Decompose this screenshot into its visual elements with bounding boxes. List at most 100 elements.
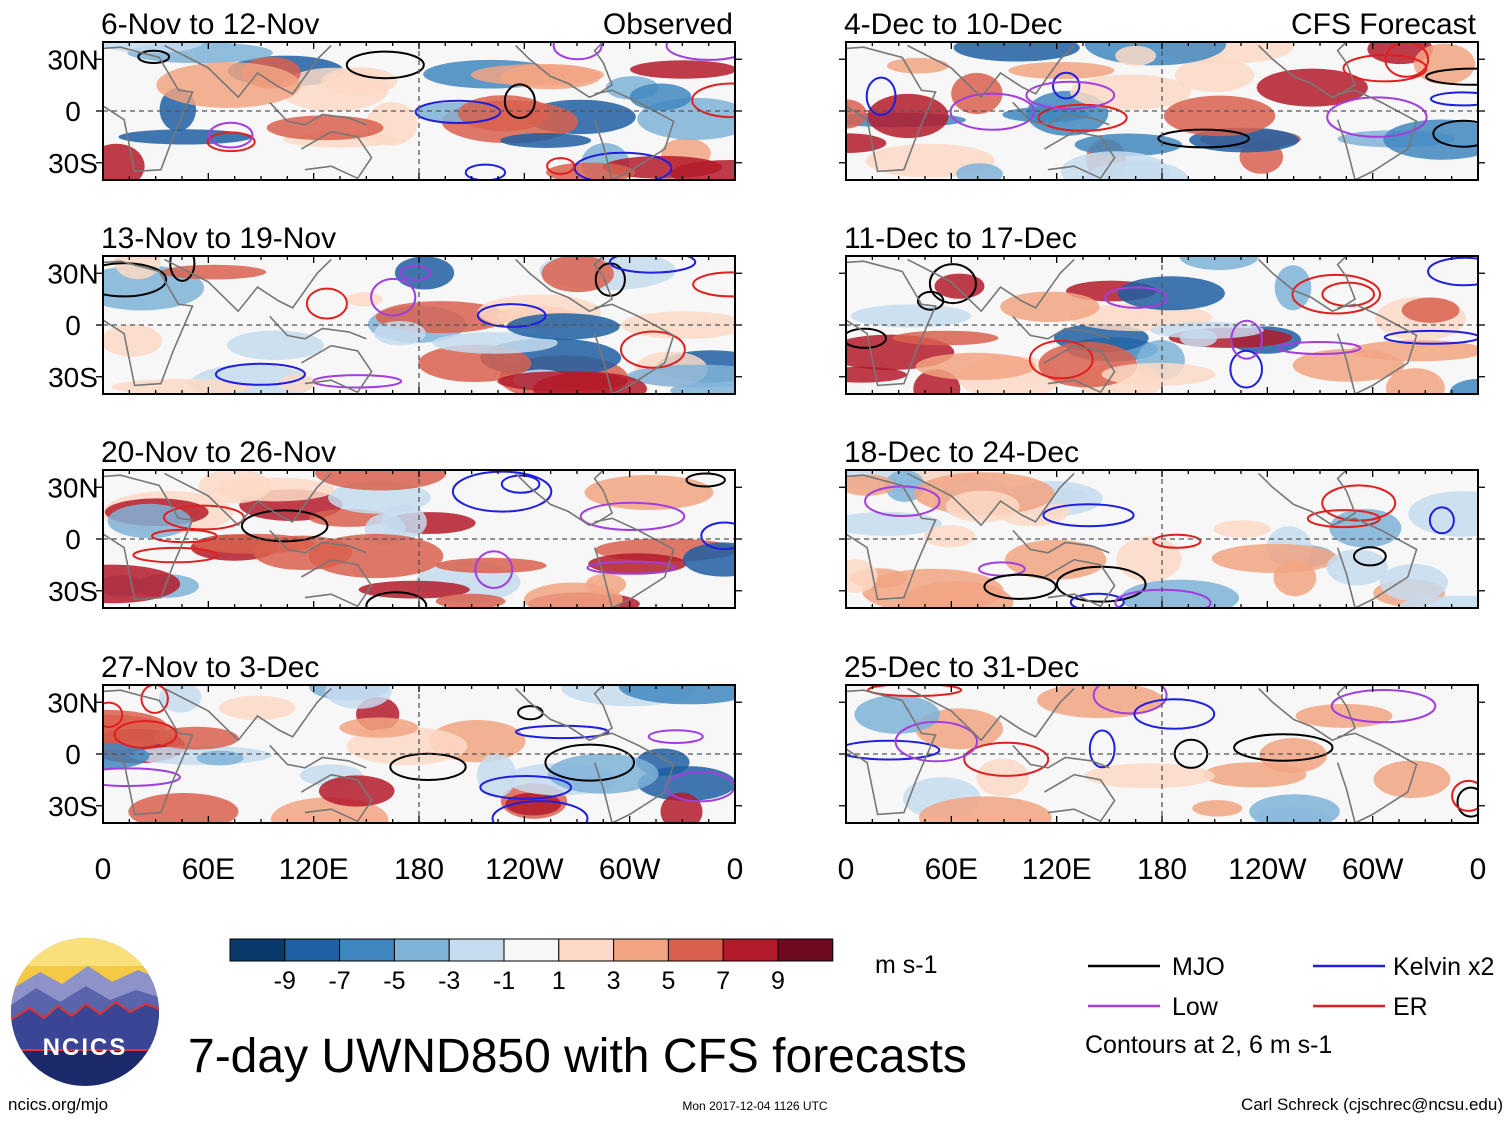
contour-mjo	[103, 262, 168, 298]
coastline	[907, 258, 1075, 313]
coastlines	[846, 685, 1418, 823]
westerly-anomaly	[1273, 559, 1317, 597]
contour-er	[1037, 103, 1128, 132]
westerly-anomaly	[1256, 68, 1368, 107]
legend-label-low: Low	[1172, 993, 1219, 1021]
westerly-anomaly	[318, 775, 395, 807]
westerly-anomaly	[919, 796, 1052, 823]
colorbar-label: 9	[771, 967, 785, 995]
coastline	[1044, 130, 1116, 180]
coastline	[907, 472, 1075, 527]
colorbar-label: 3	[607, 967, 621, 995]
easterly-anomaly	[325, 685, 392, 709]
y-tick-label: 30N	[47, 687, 98, 718]
contour-kelvin	[1429, 91, 1478, 107]
contour-mjo	[1353, 546, 1387, 567]
x-tick-label: 0	[727, 853, 744, 886]
website-link[interactable]: ncics.org/mjo	[8, 1095, 108, 1114]
contour-mjo	[345, 50, 425, 80]
westerly-anomaly	[846, 99, 867, 129]
legend-label-kelvin: Kelvin x2	[1393, 953, 1494, 981]
westerly-anomaly	[532, 372, 648, 394]
contour-er	[132, 546, 219, 564]
easterly-anomaly	[851, 304, 971, 328]
map-panel: 30N 0 30S 27-Nov to 3-Dec	[47, 651, 742, 824]
coastline	[846, 474, 937, 601]
x-tick-label: 60W	[1342, 853, 1404, 886]
x-tick-label: 180	[1137, 853, 1187, 886]
coastlines	[846, 42, 1418, 180]
contour-er	[140, 685, 169, 714]
wave-contours	[865, 42, 1478, 149]
contour-kelvin	[573, 151, 673, 180]
westerly-anomaly	[1192, 800, 1243, 817]
x-tick-label: 120W	[485, 853, 564, 886]
contour-er	[113, 720, 178, 749]
contour-kelvin	[700, 521, 735, 551]
contour-mjo	[240, 509, 329, 543]
contour-kelvin	[1428, 506, 1455, 535]
westerly-anomaly	[1385, 368, 1445, 394]
contour-kelvin	[479, 775, 573, 800]
coastline	[1044, 344, 1116, 394]
coastline	[593, 89, 675, 180]
westerly-anomaly	[901, 581, 1014, 608]
panel-title: 11-Dec to 17-Dec	[844, 222, 1077, 255]
colorbar-label: -7	[328, 967, 350, 995]
easterly-anomaly	[846, 511, 942, 536]
coastlines	[103, 42, 675, 180]
westerly-anomaly	[471, 64, 604, 86]
y-tick-label: 0	[65, 310, 81, 341]
westerly-anomaly	[339, 717, 419, 738]
westerly-anomaly	[584, 475, 714, 510]
wave-contours	[846, 685, 1478, 818]
x-axes: 0 60E 120E 180 120W 60W 0 0 60E 120E 180 120W 60W 0	[95, 853, 1487, 886]
contour-low	[1330, 689, 1437, 724]
westerly-anomaly	[1213, 520, 1271, 538]
coastline	[1336, 732, 1418, 823]
contour-kelvin	[1088, 729, 1116, 769]
westerly-anomaly	[546, 162, 635, 180]
westerly-anomaly	[114, 256, 161, 280]
contour-low	[1230, 319, 1263, 360]
westerly-anomaly	[103, 564, 181, 604]
coastline	[1336, 303, 1418, 394]
coastline	[846, 46, 937, 173]
y-tick-label: 30N	[47, 258, 98, 289]
contour-low	[312, 374, 403, 389]
map-panel: 11-Dec to 17-Dec	[839, 222, 1485, 395]
coastline	[300, 773, 373, 823]
colorbar-label: 7	[716, 967, 730, 995]
contour-er	[1306, 509, 1381, 529]
wind-field	[103, 685, 735, 823]
x-tick-label: 0	[1470, 853, 1487, 886]
coastline	[164, 258, 332, 313]
legend: MJO Kelvin x2 Low ER Contours at 2, 6 m …	[1085, 953, 1494, 1059]
coastline	[846, 260, 937, 387]
easterly-anomaly	[103, 42, 203, 53]
colorbar-swatch	[777, 938, 834, 962]
coastline	[1012, 529, 1110, 554]
coastline	[1336, 517, 1418, 608]
westerly-anomaly	[435, 557, 547, 574]
colorbar-swatch	[667, 938, 724, 962]
contour-low	[552, 42, 603, 61]
contour-er	[963, 741, 1050, 777]
colorbar-swatch	[393, 938, 450, 962]
coastline	[301, 344, 373, 394]
contour-kelvin	[500, 474, 541, 494]
wind-field	[846, 256, 1478, 394]
coastline	[907, 687, 1075, 742]
panel-title: 4-Dec to 10-Dec	[844, 8, 1062, 41]
easterly-anomaly	[1329, 508, 1402, 548]
westerly-anomaly	[892, 330, 999, 346]
westerly-anomaly	[846, 133, 887, 153]
contour-note: Contours at 2, 6 m s-1	[1085, 1031, 1332, 1059]
coastline	[103, 474, 194, 601]
westerly-anomaly	[315, 470, 447, 491]
contour-low	[370, 277, 417, 317]
map-panel: 30N 0 30S 13-Nov to 19-Nov	[47, 222, 742, 395]
contour-mjo	[1456, 786, 1478, 818]
contour-low	[1104, 286, 1168, 309]
westerly-anomaly	[1084, 763, 1215, 789]
